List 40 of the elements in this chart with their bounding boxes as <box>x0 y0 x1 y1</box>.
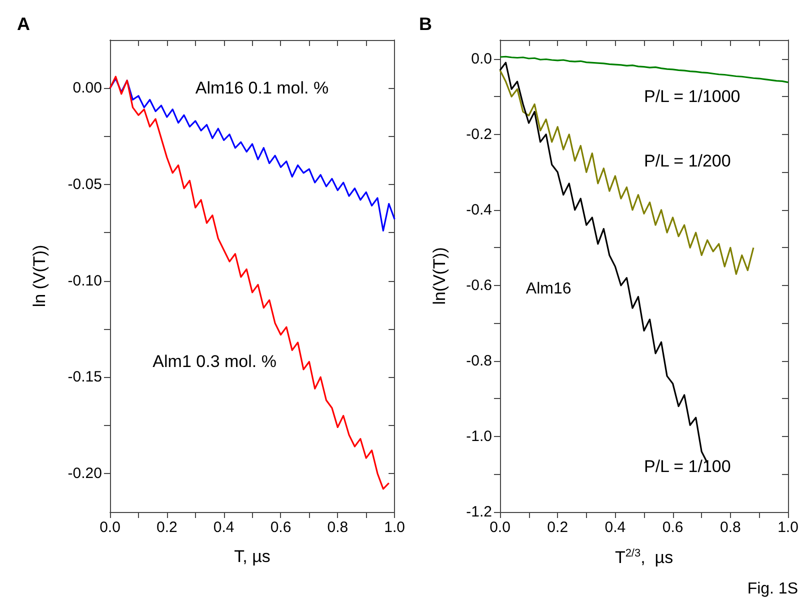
y-tick-label: -1.2 <box>466 504 492 520</box>
series-label: Alm16 0.1 mol. % <box>195 78 329 98</box>
y-tick-label: -0.15 <box>68 368 102 386</box>
line-series <box>109 76 390 490</box>
y-tick-label: -0.6 <box>466 276 492 294</box>
x-tick-label: 0.4 <box>213 519 234 536</box>
x-tick-label: 0.4 <box>604 519 626 536</box>
y-tick-label: -0.05 <box>68 176 102 193</box>
series-label: P/L = 1/100 <box>644 457 731 476</box>
series-label: P/L = 1/200 <box>644 151 731 170</box>
chart-title: A <box>17 14 30 34</box>
chart-title: B <box>419 14 432 34</box>
x-axis-title: T, µs <box>234 547 270 566</box>
x-tick-label: 1.0 <box>778 519 798 536</box>
series-label: Alm1 0.3 mol. % <box>152 352 276 372</box>
y-tick-label: -0.4 <box>466 201 492 218</box>
annotation: Alm16 <box>526 280 572 298</box>
x-tick-label: 1.0 <box>384 519 406 536</box>
line-series <box>499 69 754 275</box>
x-tick-label: 0.0 <box>490 519 510 536</box>
y-tick-label: -0.8 <box>466 352 492 370</box>
series-label: P/L = 1/1000 <box>644 87 740 106</box>
x-tick-label: 0.2 <box>547 519 568 536</box>
x-tick-label: 0.2 <box>156 519 178 536</box>
y-tick-label: 0.0 <box>471 50 492 68</box>
line-series <box>109 78 396 232</box>
y-axis-title: ln(V(T)) <box>430 247 449 305</box>
y-tick-label: 0.00 <box>72 80 102 97</box>
x-tick-label: 0.6 <box>270 519 292 536</box>
x-tick-label: 0.8 <box>327 519 348 536</box>
y-tick-label: -0.20 <box>68 464 102 482</box>
y-tick-label: -0.2 <box>466 126 492 143</box>
x-tick-label: 0.6 <box>662 519 684 536</box>
y-axis-title: ln (V(T)) <box>30 244 49 308</box>
caption: Fig. 1S <box>747 580 798 598</box>
x-tick-label: 0.8 <box>720 519 741 536</box>
y-tick-label: -1.0 <box>466 428 492 445</box>
x-tick-label: 0.0 <box>100 519 120 536</box>
y-tick-label: -0.10 <box>68 272 102 290</box>
line-series <box>499 56 789 84</box>
